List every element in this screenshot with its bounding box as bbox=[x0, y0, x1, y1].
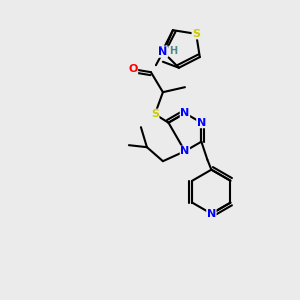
Text: N: N bbox=[197, 118, 206, 128]
Text: N: N bbox=[180, 108, 190, 118]
Text: N: N bbox=[207, 209, 216, 219]
Text: N: N bbox=[158, 47, 167, 57]
Text: S: S bbox=[192, 29, 200, 39]
Text: N: N bbox=[180, 146, 190, 156]
Text: N: N bbox=[158, 46, 167, 56]
Text: S: S bbox=[151, 109, 159, 119]
Text: O: O bbox=[128, 64, 138, 74]
Text: H: H bbox=[169, 46, 177, 56]
